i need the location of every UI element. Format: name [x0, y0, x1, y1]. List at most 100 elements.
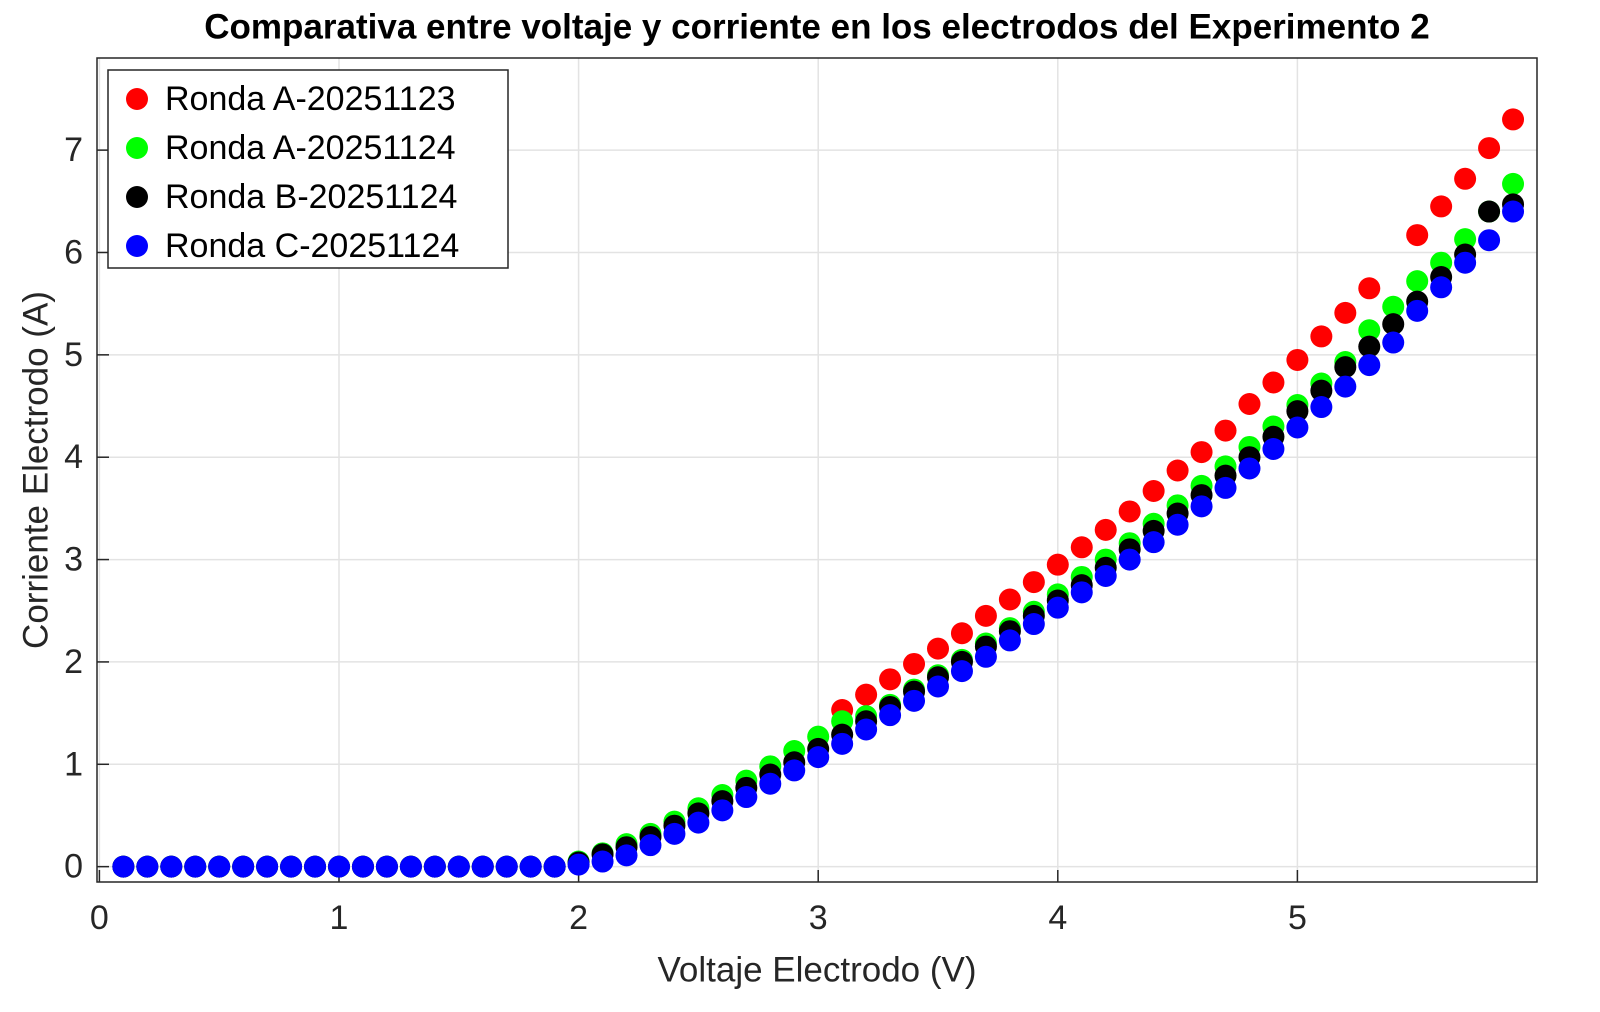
point — [208, 855, 231, 878]
legend-label: Ronda B-20251124 — [165, 178, 457, 216]
point — [926, 675, 949, 698]
point — [1502, 108, 1525, 131]
point — [831, 732, 854, 755]
point — [1190, 495, 1213, 518]
point — [1454, 228, 1477, 251]
point — [974, 645, 997, 668]
point — [639, 834, 662, 857]
point — [591, 850, 614, 873]
point — [1070, 581, 1093, 604]
point — [1310, 379, 1333, 402]
point — [687, 811, 710, 834]
point — [327, 855, 350, 878]
point — [1358, 335, 1381, 358]
point — [1238, 457, 1261, 480]
legend-label: Ronda C-20251124 — [165, 227, 459, 265]
point — [855, 683, 878, 706]
point — [1286, 400, 1309, 423]
point — [1118, 548, 1141, 571]
point — [1334, 375, 1357, 398]
x-tick-label: 1 — [330, 899, 349, 937]
legend-marker — [126, 186, 148, 208]
point — [1166, 459, 1189, 482]
point — [1142, 479, 1165, 502]
y-tick-label: 6 — [64, 233, 83, 271]
y-tick-label: 3 — [64, 541, 83, 579]
point — [1238, 392, 1261, 415]
point — [759, 772, 782, 795]
point — [280, 855, 303, 878]
point — [1406, 270, 1429, 293]
point — [1430, 276, 1453, 299]
point — [1214, 476, 1237, 499]
point — [543, 855, 566, 878]
y-tick-label: 5 — [64, 336, 83, 374]
point — [256, 855, 279, 878]
point — [1046, 553, 1069, 576]
point — [567, 853, 590, 876]
point — [1358, 319, 1381, 342]
y-tick-label: 7 — [64, 131, 83, 169]
point — [1502, 200, 1525, 223]
point — [1142, 531, 1165, 554]
legend-marker — [126, 235, 148, 257]
point — [855, 718, 878, 741]
point — [399, 855, 422, 878]
legend-box — [107, 69, 509, 269]
point — [1454, 167, 1477, 190]
y-tick-label: 2 — [64, 643, 83, 681]
point — [1286, 416, 1309, 439]
point — [1286, 348, 1309, 371]
point — [1382, 331, 1405, 354]
point — [1214, 419, 1237, 442]
plot-frame — [96, 57, 1538, 883]
point — [1454, 251, 1477, 274]
point — [1262, 438, 1285, 461]
point — [1262, 371, 1285, 394]
x-tick-label: 0 — [90, 899, 109, 937]
point — [1190, 441, 1213, 464]
x-tick-label: 4 — [1048, 899, 1067, 937]
x-tick-label: 5 — [1288, 899, 1307, 937]
point — [1406, 224, 1429, 247]
point — [974, 604, 997, 627]
point — [1310, 396, 1333, 419]
point — [1478, 200, 1501, 223]
point — [375, 855, 398, 878]
point — [615, 844, 638, 867]
y-tick-label: 1 — [64, 745, 83, 783]
point — [903, 689, 926, 712]
point — [136, 855, 159, 878]
point — [1478, 229, 1501, 252]
point — [495, 855, 518, 878]
point — [1046, 596, 1069, 619]
point — [1382, 313, 1405, 336]
point — [160, 855, 183, 878]
point — [663, 822, 686, 845]
x-axis-label: Voltaje Electrodo (V) — [657, 950, 976, 989]
y-tick-label: 0 — [64, 848, 83, 886]
point — [950, 660, 973, 683]
point — [471, 855, 494, 878]
point — [423, 855, 446, 878]
point — [1166, 513, 1189, 536]
point — [1022, 613, 1045, 636]
point — [1334, 301, 1357, 324]
point — [1334, 356, 1357, 379]
point — [711, 799, 734, 822]
point — [447, 855, 470, 878]
point — [112, 855, 135, 878]
x-tick-label: 3 — [809, 899, 828, 937]
point — [926, 637, 949, 660]
point — [1094, 518, 1117, 541]
y-axis-label: Corriente Electrodo (A) — [16, 291, 55, 649]
point — [950, 622, 973, 645]
point — [1382, 295, 1405, 318]
legend-marker — [126, 88, 148, 110]
point — [1358, 354, 1381, 377]
point — [351, 855, 374, 878]
point — [1406, 299, 1429, 322]
point — [879, 668, 902, 691]
point — [1502, 172, 1525, 195]
